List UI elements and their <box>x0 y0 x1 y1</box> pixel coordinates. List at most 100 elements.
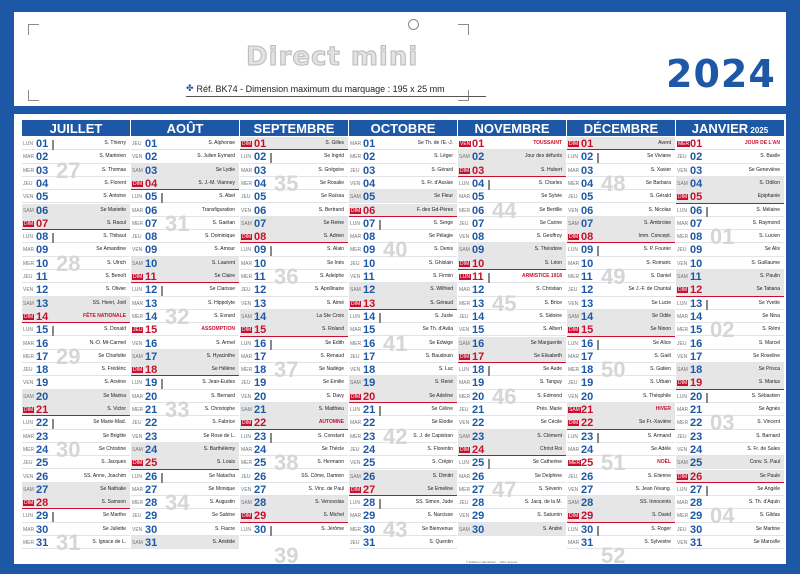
day-row[interactable]: SAM 31 S. Aristide <box>131 536 239 550</box>
day-row[interactable]: VEN 24 S. Fr. de Sales <box>676 443 784 457</box>
day-row[interactable]: MAR 24 Se Thècle <box>240 443 348 457</box>
day-row[interactable]: DIM 10 S. Léon <box>458 256 566 270</box>
day-row[interactable]: MER 20 S. Edmond <box>458 390 566 403</box>
day-row[interactable]: LUN 06 S. Mélaine <box>676 204 784 217</box>
day-row[interactable]: LUN 23 S. Armand <box>567 430 675 443</box>
day-row[interactable]: MAR 05 Se Sylvie <box>458 190 566 204</box>
day-row[interactable]: VEN 31 Se Marcelle <box>676 536 784 550</box>
day-row[interactable]: MAR 19 S. Tanguy <box>458 376 566 390</box>
day-row[interactable]: LUN 01 S. Thierry <box>22 137 130 151</box>
day-row[interactable]: VEN 27 S. Vinc. de Paul <box>240 483 348 497</box>
day-row[interactable]: JEU 25 S. Jacques <box>22 456 130 470</box>
day-row[interactable]: MER 21 S. Christophe <box>131 403 239 417</box>
day-row[interactable]: SAM 14 Se Odile <box>567 309 675 324</box>
day-row[interactable]: LUN 05 S. Abel <box>131 190 239 204</box>
day-row[interactable]: MER 11 S. Daniel <box>567 270 675 284</box>
day-row[interactable]: MER 25 NOËL <box>567 456 675 470</box>
day-row[interactable]: MAR 08 Se Pélagie <box>349 230 457 244</box>
day-row[interactable]: DIM 28 S. Samson <box>22 496 130 510</box>
day-row[interactable]: JEU 08 S. Dominique <box>131 230 239 244</box>
day-row[interactable]: VEN 26 SS. Anne, Joachim <box>22 470 130 483</box>
day-row[interactable]: VEN 08 S. Geoffroy <box>458 230 566 244</box>
day-row[interactable]: MER 27 S. Séverin <box>458 483 566 497</box>
day-row[interactable]: MAR 22 Se Elodie <box>349 416 457 430</box>
day-row[interactable]: MAR 06 Transfiguration <box>131 204 239 217</box>
day-row[interactable]: JEU 03 S. Gérard <box>349 164 457 177</box>
day-row[interactable]: JEU 31 S. Quentin <box>349 536 457 550</box>
day-row[interactable]: MAR 14 Se Nina <box>676 310 784 324</box>
day-row[interactable]: SAM 30 S. André <box>458 522 566 536</box>
day-row[interactable]: MAR 15 Se Th. d'Avila <box>349 323 457 337</box>
day-row[interactable]: JEU 05 S. Gérald <box>567 190 675 204</box>
day-row[interactable]: SAM 16 Se Marguerite <box>458 336 566 350</box>
day-row[interactable]: JEU 21 Prés. Marie <box>458 403 566 417</box>
day-row[interactable]: DIM 19 S. Marius <box>676 376 784 390</box>
day-row[interactable]: SAM 03 Se Lydie <box>131 163 239 177</box>
day-row[interactable]: JEU 12 S. Apollinaire <box>240 283 348 297</box>
day-row[interactable]: MAR 16 N.-D. Mt-Carmel <box>22 337 130 350</box>
day-row[interactable]: LUN 20 S. Sébastien <box>676 390 784 403</box>
day-row[interactable]: MAR 17 S. Renaud <box>240 350 348 364</box>
day-row[interactable]: LUN 04 S. Charles <box>458 177 566 191</box>
day-row[interactable]: SAM 18 Se Prisca <box>676 363 784 377</box>
day-row[interactable]: MER 04 Se Barbara <box>567 177 675 191</box>
day-row[interactable]: MAR 03 S. Grégoire <box>240 164 348 177</box>
day-row[interactable]: DIM 18 Se Hélène <box>131 363 239 377</box>
day-row[interactable]: JEU 26 S. Etienne <box>567 470 675 483</box>
day-row[interactable]: MER 02 S. Léger <box>349 150 457 164</box>
day-row[interactable]: MER 01 JOUR DE L'AN <box>676 137 784 151</box>
day-row[interactable]: JEU 18 S. Frédéric <box>22 363 130 377</box>
day-row[interactable]: MAR 01 Se Th. de l'E.-J. <box>349 137 457 151</box>
day-row[interactable]: MAR 29 S. Narcisse <box>349 509 457 523</box>
day-row[interactable]: MAR 28 S. Th. d'Aquin <box>676 496 784 510</box>
day-row[interactable]: LUN 09 S. Alain <box>240 243 348 257</box>
day-row[interactable]: MAR 27 Se Monique <box>131 483 239 497</box>
day-row[interactable]: JEU 30 Se Martine <box>676 523 784 536</box>
day-row[interactable]: SAM 25 Conv. S. Paul <box>676 456 784 470</box>
day-row[interactable]: JEU 04 S. Florent <box>22 177 130 191</box>
day-row[interactable]: SAM 12 S. Wilfried <box>349 283 457 297</box>
day-row[interactable]: JEU 22 S. Fabrice <box>131 416 239 430</box>
day-row[interactable]: VEN 05 S. Antoine <box>22 190 130 204</box>
day-row[interactable]: JEU 09 Se Alix <box>676 243 784 257</box>
day-row[interactable]: VEN 15 S. Albert <box>458 323 566 337</box>
day-row[interactable]: DIM 08 S. Adrien <box>240 230 348 244</box>
day-row[interactable]: LUN 25 Se Catherine <box>458 456 566 470</box>
day-row[interactable]: JEU 17 S. Baudouin <box>349 350 457 364</box>
day-row[interactable]: LUN 02 Se Viviane <box>567 150 675 164</box>
day-row[interactable]: DIM 08 Imm. Concept. <box>567 230 675 244</box>
day-row[interactable]: JEU 11 S. Benoît <box>22 270 130 284</box>
day-row[interactable]: SAM 17 S. Hyacinthe <box>131 349 239 364</box>
day-row[interactable]: VEN 13 S. Aimé <box>240 297 348 310</box>
day-row[interactable]: VEN 18 S. Luc <box>349 363 457 377</box>
day-row[interactable]: DIM 21 S. Victor <box>22 403 130 417</box>
day-row[interactable]: MER 22 S. Vincent <box>676 416 784 430</box>
day-row[interactable]: JEU 28 S. Jacq. de la M. <box>458 496 566 510</box>
day-row[interactable]: SAM 02 Jour des défunts <box>458 150 566 164</box>
day-row[interactable]: MAR 03 S. Xavier <box>567 164 675 177</box>
day-row[interactable]: DIM 24 Christ Roi <box>458 442 566 457</box>
day-row[interactable]: MER 29 S. Gildas <box>676 509 784 523</box>
day-row[interactable]: MER 18 Se Nadège <box>240 363 348 377</box>
day-row[interactable]: VEN 25 S. Crépin <box>349 456 457 470</box>
day-row[interactable]: MER 07 S. Gaétan <box>131 217 239 231</box>
day-row[interactable]: SAM 07 S. Ambroise <box>567 216 675 231</box>
day-row[interactable]: VEN 11 S. Firmin <box>349 270 457 284</box>
day-row[interactable]: VEN 09 S. Amour <box>131 243 239 257</box>
day-row[interactable]: VEN 16 S. Armel <box>131 337 239 350</box>
day-row[interactable]: LUN 02 Se Ingrid <box>240 150 348 164</box>
day-row[interactable]: VEN 13 Se Lucie <box>567 297 675 310</box>
day-row[interactable]: DIM 17 Se Elisabeth <box>458 349 566 364</box>
day-row[interactable]: DIM 04 S. J.-M. Vianney <box>131 176 239 191</box>
day-row[interactable]: DIM 25 S. Louis <box>131 456 239 470</box>
day-row[interactable]: MAR 31 S. Sylvestre <box>567 536 675 550</box>
day-row[interactable]: MER 23 S. J. de Capistran <box>349 430 457 443</box>
day-row[interactable]: JEU 16 S. Marcel <box>676 337 784 350</box>
day-row[interactable]: SAM 27 Se Nathalie <box>22 482 130 497</box>
day-row[interactable]: SAM 06 Se Mariette <box>22 203 130 217</box>
day-row[interactable]: DIM 13 S. Géraud <box>349 296 457 310</box>
day-row[interactable]: MER 24 Se Christine <box>22 443 130 457</box>
day-row[interactable]: LUN 15 S. Donald <box>22 323 130 337</box>
day-row[interactable]: DIM 15 S. Roland <box>240 323 348 337</box>
day-row[interactable]: DIM 15 Se Ninon <box>567 323 675 337</box>
